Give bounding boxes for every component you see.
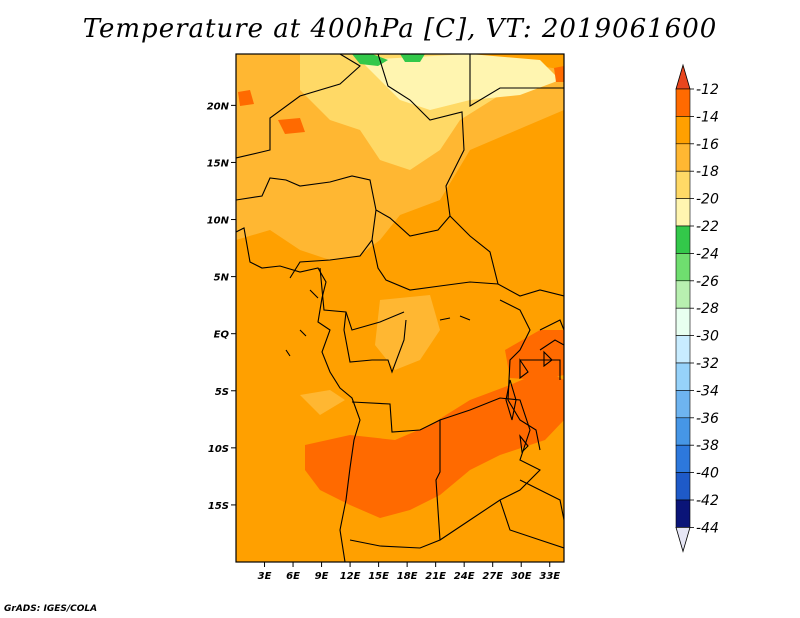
colorbar-label: -34	[696, 383, 719, 399]
border-line	[375, 209, 451, 237]
lon-tick-label: 3E	[258, 571, 272, 582]
colorbar-swatch	[675, 390, 691, 419]
lat-tick-label: 15N	[207, 158, 230, 169]
field-warm-region	[305, 370, 564, 518]
border-line	[499, 479, 564, 549]
river-outline	[285, 289, 471, 357]
colorbar-label: -14	[696, 109, 719, 125]
lat-tick-label: 10S	[208, 444, 229, 455]
temperature-field	[236, 54, 564, 562]
border-line	[377, 54, 499, 285]
colorbar-swatch	[675, 307, 691, 336]
colorbar-label: -22	[696, 219, 719, 235]
colorbar-swatch	[675, 225, 691, 254]
lat-tick-label: 5N	[214, 273, 230, 284]
colorbar-swatch	[675, 362, 691, 391]
colorbar-swatch	[675, 472, 691, 501]
lon-tick-label: 12E	[340, 571, 361, 582]
field-green-region	[352, 54, 425, 66]
colorbar-label: -38	[696, 438, 719, 454]
colorbar-label: -32	[696, 356, 719, 372]
coastline	[236, 227, 361, 562]
border-line	[343, 311, 407, 374]
grads-credit: GrADS: IGES/COLA	[4, 604, 98, 614]
colorbar-label: -16	[696, 137, 719, 153]
colorbar-swatch	[675, 417, 691, 446]
border-line	[520, 319, 564, 380]
colorbar-top-arrow	[675, 63, 691, 90]
colorbar-swatch	[675, 143, 691, 172]
lon-tick-label: 9E	[315, 571, 329, 582]
border-line	[439, 397, 541, 541]
lon-tick-label: 33E	[539, 571, 560, 582]
map-title: Temperature at 400hPa [C], VT: 201906160…	[82, 14, 718, 44]
lon-tick-label: 30E	[511, 571, 532, 582]
lat-tick-label: 10N	[207, 216, 230, 227]
colorbar-label: -26	[696, 274, 719, 290]
colorbar-swatch	[675, 198, 691, 227]
border-line	[236, 175, 377, 279]
field-warm-region	[554, 66, 564, 82]
colorbar-label: -28	[696, 301, 719, 317]
field-cold-region	[360, 54, 560, 110]
colorbar-swatch	[675, 88, 691, 117]
colorbar-label: -44	[696, 520, 719, 536]
border-line	[236, 54, 361, 159]
colorbar-label: -30	[696, 329, 719, 345]
colorbar-label: -12	[696, 82, 719, 98]
lon-tick-label: 21E	[425, 571, 446, 582]
lake-outline	[505, 350, 553, 454]
lat-tick-label: 5S	[215, 387, 229, 398]
border-line	[499, 299, 541, 451]
lat-tick-label: EQ	[214, 330, 230, 341]
colorbar-swatch	[675, 444, 691, 473]
colorbar-label: -20	[696, 192, 719, 208]
field-mild-region	[375, 295, 440, 370]
colorbar-swatch	[675, 499, 691, 528]
country-borders	[236, 54, 564, 562]
lon-tick-label: 6E	[286, 571, 300, 582]
field-mild-region	[300, 390, 345, 415]
lon-tick-label: 15E	[368, 571, 389, 582]
colorbar-swatch	[675, 280, 691, 309]
colorbar-label: -42	[696, 493, 719, 509]
field-warm-region	[238, 90, 254, 106]
border-line	[349, 401, 441, 549]
lat-tick-label: 15S	[208, 501, 229, 512]
border-line	[319, 267, 405, 331]
colorbar-label: -24	[696, 246, 719, 262]
latitude-axis: 20N 15N 10N 5N EQ 5S 10S 15S	[207, 101, 236, 512]
map-frame	[235, 53, 565, 563]
colorbar-label: -40	[696, 466, 719, 482]
colorbar-swatch	[675, 170, 691, 199]
border-line	[371, 239, 564, 297]
colorbar-bottom-arrow	[675, 527, 691, 553]
longitude-axis: 3E 6E 9E 12E 15E 18E 21E 24E 27E 30E 33E	[258, 562, 560, 582]
lon-tick-label: 18E	[397, 571, 418, 582]
field-warm-region	[278, 118, 305, 134]
lat-tick-label: 20N	[207, 101, 230, 112]
lon-tick-label: 27E	[482, 571, 503, 582]
border-line	[469, 54, 564, 107]
colorbar-label: -18	[696, 164, 719, 180]
colorbar: -12 -14 -16 -18 -20 -22 -24 -26 -28 -30 -32 -34 -36 -…	[675, 63, 719, 553]
colorbar-swatch	[675, 335, 691, 364]
colorbar-swatch	[675, 116, 691, 145]
lon-tick-label: 24E	[454, 571, 475, 582]
colorbar-swatch	[675, 253, 691, 282]
colorbar-label: -36	[696, 411, 719, 427]
